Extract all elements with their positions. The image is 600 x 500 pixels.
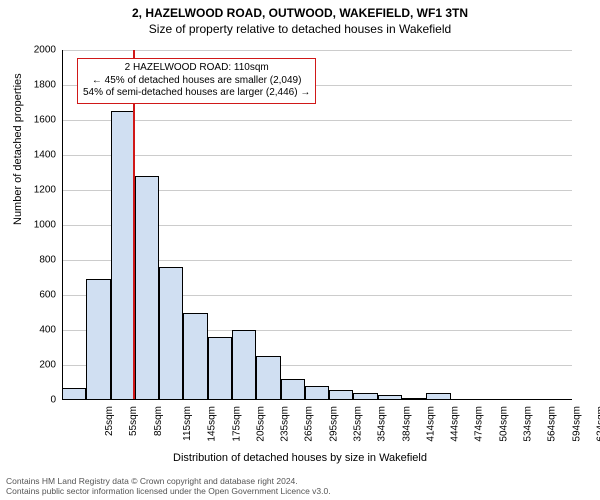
bar xyxy=(353,393,377,400)
x-tick-label: 175sqm xyxy=(231,406,242,442)
annotation-line: ← 45% of detached houses are smaller (2,… xyxy=(83,75,310,88)
x-tick-label: 354sqm xyxy=(377,406,388,442)
y-tick-label: 1200 xyxy=(34,185,56,196)
bar xyxy=(426,393,450,400)
grid-line xyxy=(62,120,572,121)
bar xyxy=(135,176,159,400)
x-tick-label: 594sqm xyxy=(571,406,582,442)
y-tick-label: 600 xyxy=(39,290,56,301)
bar xyxy=(305,386,329,400)
y-tick-label: 1400 xyxy=(34,150,56,161)
x-tick-label: 85sqm xyxy=(153,406,164,436)
bar xyxy=(329,390,353,401)
bar xyxy=(256,356,280,400)
x-tick-label: 265sqm xyxy=(304,406,315,442)
annotation-box: 2 HAZELWOOD ROAD: 110sqm← 45% of detache… xyxy=(77,58,316,104)
annotation-line: 2 HAZELWOOD ROAD: 110sqm xyxy=(83,62,310,75)
footer-line-1: Contains HM Land Registry data © Crown c… xyxy=(6,476,594,486)
title-address: 2, HAZELWOOD ROAD, OUTWOOD, WAKEFIELD, W… xyxy=(0,6,600,22)
y-tick-label: 1600 xyxy=(34,115,56,126)
x-axis-label: Distribution of detached houses by size … xyxy=(0,452,600,464)
plot-area: 02004006008001000120014001600180020002 H… xyxy=(62,50,572,400)
annotation-line: 54% of semi-detached houses are larger (… xyxy=(83,87,310,100)
chart-container: 2, HAZELWOOD ROAD, OUTWOOD, WAKEFIELD, W… xyxy=(0,0,600,500)
y-tick-label: 1800 xyxy=(34,80,56,91)
x-tick-label: 325sqm xyxy=(353,406,364,442)
y-tick-label: 800 xyxy=(39,255,56,266)
title-block: 2, HAZELWOOD ROAD, OUTWOOD, WAKEFIELD, W… xyxy=(0,0,600,37)
x-tick-label: 474sqm xyxy=(474,406,485,442)
x-tick-label: 25sqm xyxy=(104,406,115,436)
x-tick-label: 414sqm xyxy=(425,406,436,442)
bar xyxy=(208,337,232,400)
x-tick-label: 235sqm xyxy=(280,406,291,442)
bar xyxy=(281,379,305,400)
bar xyxy=(111,111,135,400)
bar xyxy=(232,330,256,400)
y-tick-label: 2000 xyxy=(34,45,56,56)
title-subtitle: Size of property relative to detached ho… xyxy=(0,22,600,38)
grid-line xyxy=(62,50,572,51)
bar xyxy=(86,279,110,400)
y-tick-label: 400 xyxy=(39,325,56,336)
x-tick-label: 564sqm xyxy=(547,406,558,442)
bar xyxy=(62,388,86,400)
x-tick-label: 205sqm xyxy=(255,406,266,442)
y-axis-label: Number of detached properties xyxy=(12,73,24,225)
footer-attribution: Contains HM Land Registry data © Crown c… xyxy=(6,476,594,496)
y-tick-label: 1000 xyxy=(34,220,56,231)
x-tick-label: 384sqm xyxy=(401,406,412,442)
footer-line-2: Contains public sector information licen… xyxy=(6,486,594,496)
x-axis: 25sqm 55sqm 85sqm 115sqm 145sqm 175sqm 205sqm 2… xyxy=(62,400,572,450)
x-tick-label: 295sqm xyxy=(328,406,339,442)
x-tick-label: 115sqm xyxy=(182,406,193,441)
grid-line xyxy=(62,155,572,156)
x-tick-label: 534sqm xyxy=(523,406,534,442)
x-tick-label: 145sqm xyxy=(207,406,218,442)
x-tick-label: 55sqm xyxy=(128,406,139,436)
x-tick-label: 444sqm xyxy=(450,406,461,442)
x-tick-label: 624sqm xyxy=(595,406,600,442)
bar xyxy=(159,267,183,400)
x-tick-label: 504sqm xyxy=(498,406,509,442)
y-tick-label: 0 xyxy=(50,395,56,406)
bar xyxy=(183,313,207,401)
y-tick-label: 200 xyxy=(39,360,56,371)
